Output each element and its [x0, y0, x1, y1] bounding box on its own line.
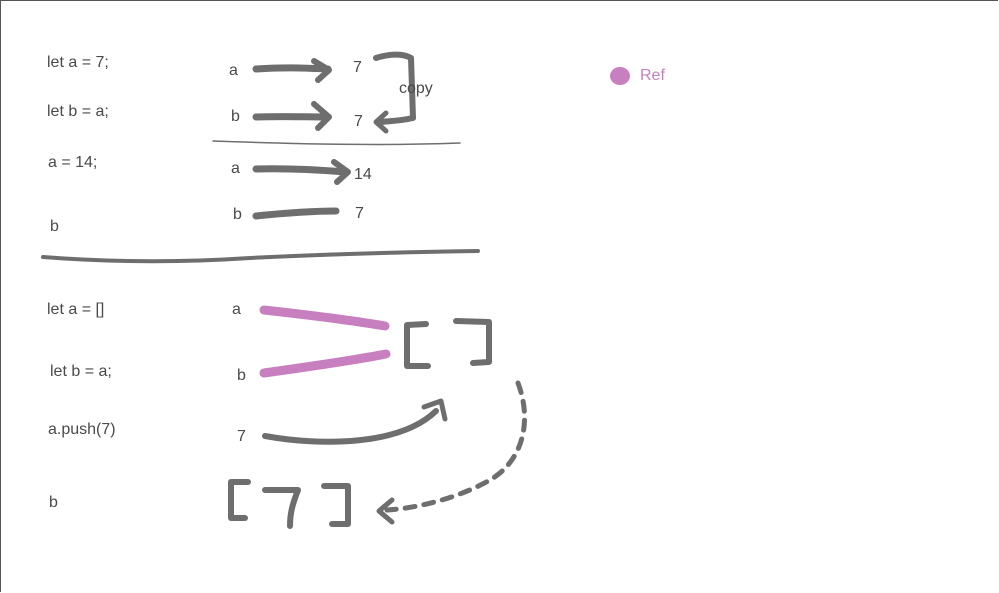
arrowhead-a-to-14 [331, 159, 351, 185]
thin-divider [212, 140, 461, 146]
result-seven [262, 487, 301, 529]
thick-divider [41, 249, 480, 264]
empty-array-right-bracket [453, 318, 492, 366]
var-label-a-3: a [232, 301, 241, 318]
var-label-b: b [231, 108, 240, 125]
code-line-b: b [50, 218, 59, 235]
dashed-arrow-to-result [384, 380, 527, 513]
value-seven-b: 7 [355, 205, 364, 222]
value-seven-a: 7 [353, 59, 362, 76]
code-line-let-b-a: let b = a; [47, 103, 109, 120]
copy-bracket-arrow [373, 51, 416, 125]
dashed-arrowhead [376, 497, 395, 525]
arrowhead-7-to-array [421, 398, 448, 422]
ref-stroke-a [259, 305, 390, 331]
ref-legend-label: Ref [640, 67, 665, 84]
empty-array-left-bracket [404, 321, 431, 369]
code-line-let-a-7: let a = 7; [47, 54, 109, 71]
ref-legend-dot [610, 67, 630, 85]
var-label-b-2: b [233, 206, 242, 223]
ref-stroke-b [259, 349, 391, 378]
arrowhead-a-to-7 [311, 58, 332, 83]
code-line-push: a.push(7) [48, 421, 116, 438]
result-right-bracket [321, 483, 351, 527]
var-label-b-3: b [237, 367, 246, 384]
result-left-bracket [228, 479, 251, 521]
var-label-a: a [229, 62, 238, 79]
arrow-7-to-array [262, 408, 439, 445]
arrow-a-to-7 [252, 64, 332, 73]
value-fourteen: 14 [354, 166, 372, 183]
copy-label: copy [399, 80, 433, 97]
code-line-let-a-array: let a = [] [47, 301, 105, 318]
value-seven-source: 7 [237, 428, 246, 445]
copy-arrowhead [373, 110, 389, 134]
code-line-b-2: b [49, 494, 58, 511]
arrow-a-to-14 [252, 165, 350, 176]
code-line-let-b-a-2: let b = a; [50, 363, 112, 380]
code-line-a-14: a = 14; [48, 154, 98, 171]
var-label-a-2: a [231, 160, 240, 177]
arrowhead-b-to-7 [311, 101, 332, 131]
value-seven-copy: 7 [354, 113, 363, 130]
stroke-b-to-7 [252, 207, 340, 220]
